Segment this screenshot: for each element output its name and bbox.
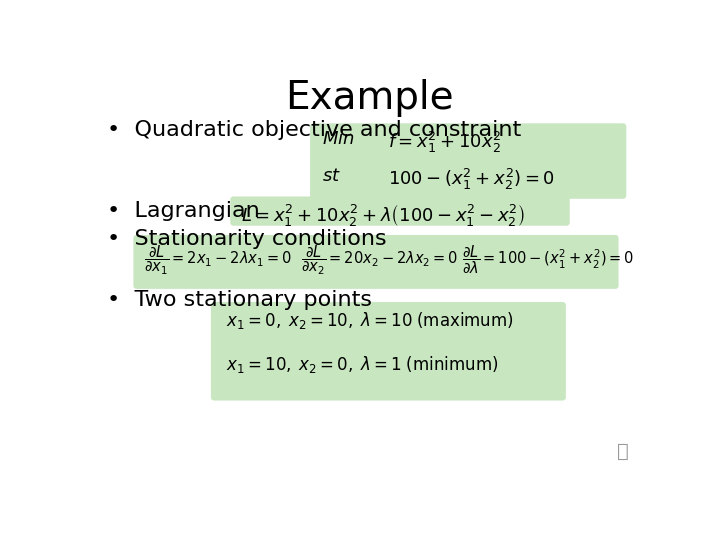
Text: $\dfrac{\partial L}{\partial x_1} = 2x_1 - 2\lambda x_1 = 0$: $\dfrac{\partial L}{\partial x_1} = 2x_1… [144,244,292,276]
Text: $\mathit{Min}$: $\mathit{Min}$ [323,130,355,148]
Text: $x_1 = 0,\; x_2 = 10,\; \lambda = 10\;\mathrm{(maximum)}$: $x_1 = 0,\; x_2 = 10,\; \lambda = 10\;\m… [225,309,513,330]
Text: •  Quadratic objective and constraint: • Quadratic objective and constraint [107,120,521,140]
Text: •  Two stationary points: • Two stationary points [107,289,372,309]
FancyBboxPatch shape [211,302,566,401]
Text: $\dfrac{\partial L}{\partial x_2} = 20x_2 - 2\lambda x_2 = 0$: $\dfrac{\partial L}{\partial x_2} = 20x_… [301,244,458,276]
Text: 🔈: 🔈 [617,442,629,461]
FancyBboxPatch shape [230,197,570,226]
Text: Example: Example [284,79,454,117]
Text: $\mathit{st}$: $\mathit{st}$ [323,167,341,185]
FancyBboxPatch shape [310,123,626,199]
Text: $x_1 = 10,\; x_2 = 0,\; \lambda = 1\;\mathrm{(minimum)}$: $x_1 = 10,\; x_2 = 0,\; \lambda = 1\;\ma… [225,354,498,375]
Text: •  Stationarity conditions: • Stationarity conditions [107,229,387,249]
Text: $\dfrac{\partial L}{\partial \lambda} = 100-(x_1^2+x_2^2)=0$: $\dfrac{\partial L}{\partial \lambda} = … [462,244,634,276]
Text: $L = x_1^2 + 10x_2^2 + \lambda\left(100 - x_1^2 - x_2^2\right)$: $L = x_1^2 + 10x_2^2 + \lambda\left(100 … [241,202,525,228]
Text: $f = x_1^2 + 10x_2^2$: $f = x_1^2 + 10x_2^2$ [388,130,502,156]
FancyBboxPatch shape [133,235,618,289]
Text: •  Lagrangian: • Lagrangian [107,201,260,221]
Text: $100-(x_1^2+x_2^2)=0$: $100-(x_1^2+x_2^2)=0$ [388,167,555,192]
